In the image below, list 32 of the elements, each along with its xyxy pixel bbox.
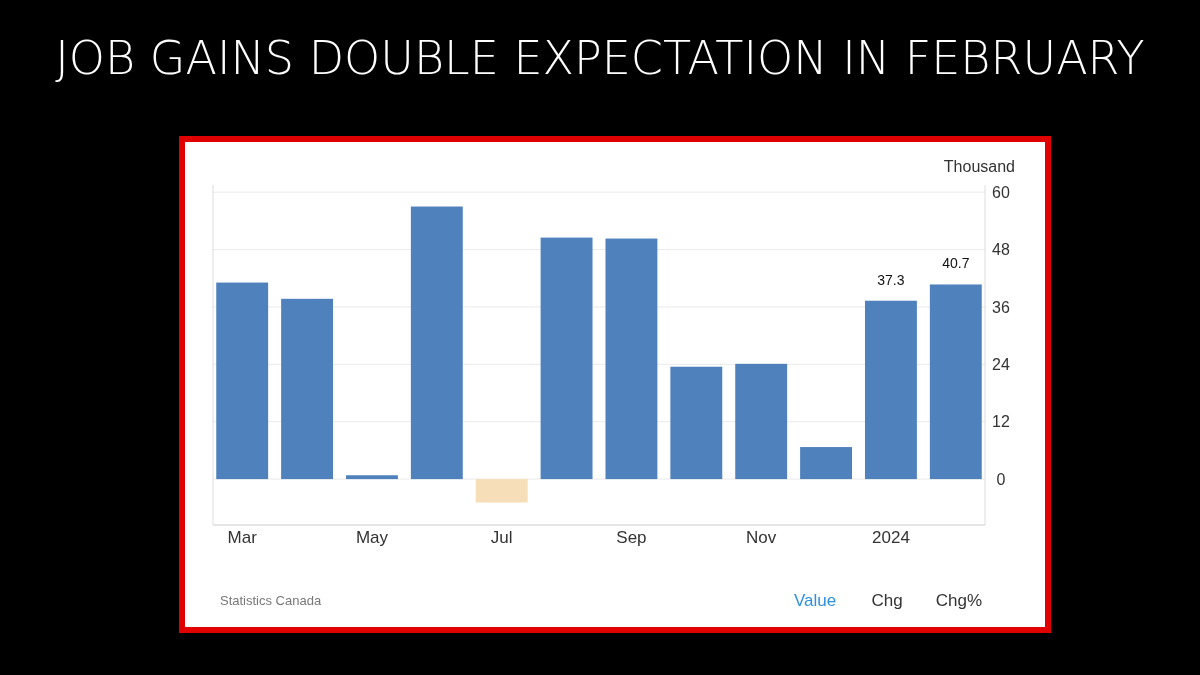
bar xyxy=(864,300,917,480)
chart-title: JOB GAINS DOUBLE EXPECTATION IN FEBRUARY xyxy=(55,31,1145,85)
text: Chg% xyxy=(935,591,983,610)
x-tick-label: Mar xyxy=(227,528,258,547)
bar xyxy=(281,298,334,480)
bar xyxy=(605,238,658,480)
y-tick-label: 24 xyxy=(992,355,1010,373)
bar xyxy=(410,206,463,480)
y-tick-label: 36 xyxy=(992,298,1010,316)
bar xyxy=(929,284,982,480)
data-label: 37.3 xyxy=(877,271,905,288)
bar xyxy=(670,366,723,480)
bar xyxy=(475,479,528,503)
bar xyxy=(216,282,269,480)
bar xyxy=(345,475,398,480)
x-tick-label: Sep xyxy=(616,528,647,547)
x-tick-label: May xyxy=(355,528,389,547)
x-tick-label: Jul xyxy=(490,528,513,547)
y-axis-title: Thousand xyxy=(943,158,1015,175)
x-tick-label: Nov xyxy=(746,528,777,547)
text: Value xyxy=(793,591,837,610)
text: Chg xyxy=(871,591,903,610)
y-tick-label: 0 xyxy=(996,470,1006,488)
y-tick-label: 60 xyxy=(992,183,1010,201)
text: Statistics Canada xyxy=(220,593,322,608)
x-tick-label: 2024 xyxy=(872,528,910,547)
y-tick-label: 48 xyxy=(992,241,1010,259)
data-label: 40.7 xyxy=(942,255,970,272)
bar xyxy=(800,447,853,480)
bar xyxy=(540,237,593,480)
bar xyxy=(735,363,788,480)
y-tick-label: 12 xyxy=(992,413,1010,431)
